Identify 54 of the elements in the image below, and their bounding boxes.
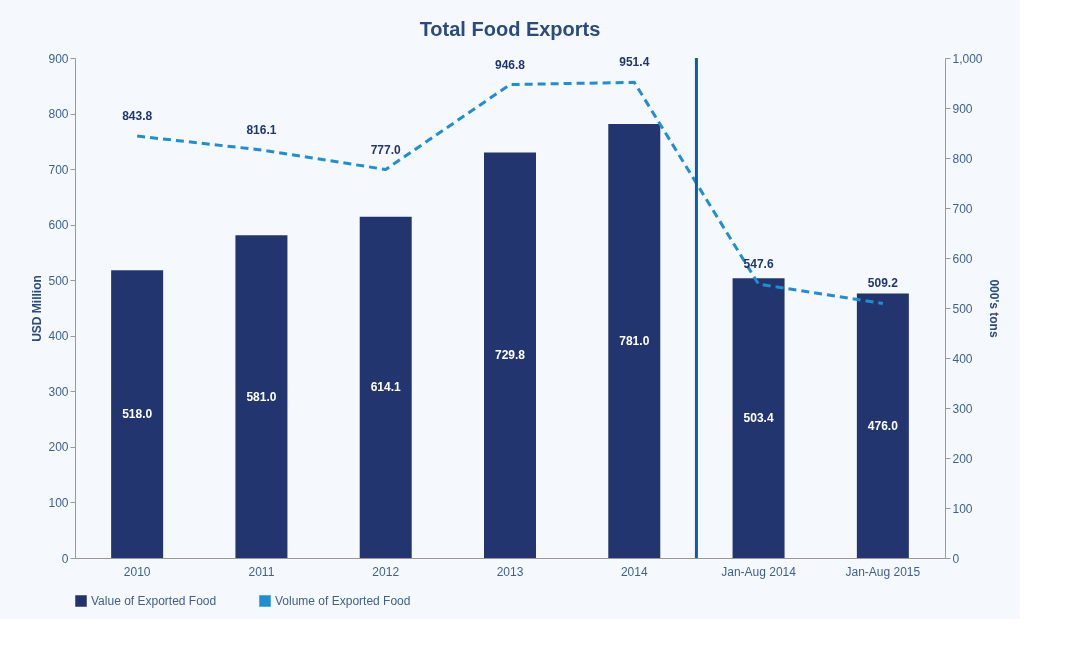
x-tick-label: Jan-Aug 2015 (845, 564, 921, 579)
data-label: 781.0 (619, 334, 650, 349)
data-label: 614.1 (370, 380, 402, 395)
y2-tick-label: 1,000 (952, 51, 983, 66)
bar (608, 124, 661, 558)
data-label: 843.8 (122, 109, 153, 124)
x-tick-label: 2012 (372, 564, 400, 579)
bar (856, 293, 909, 558)
y-tick-label: 200 (48, 440, 69, 455)
x-tick-label: 2014 (620, 564, 648, 579)
data-label: 946.8 (494, 57, 526, 72)
data-label: 816.1 (246, 122, 277, 137)
data-label: 581.0 (246, 389, 277, 404)
data-label: 777.0 (370, 142, 402, 157)
data-label: 509.2 (867, 276, 899, 291)
y-tick-label: 100 (48, 495, 69, 510)
y-tick-label: 700 (48, 162, 69, 177)
y2-tick-label: 200 (952, 451, 973, 466)
bar (111, 270, 164, 558)
y-tick-label: 900 (48, 51, 69, 66)
y-tick-label: 800 (48, 107, 69, 122)
y2-tick-label: 100 (952, 501, 973, 516)
y2-tick-label: 700 (952, 201, 973, 216)
x-tick-label: 2011 (248, 564, 275, 579)
bar (484, 152, 536, 558)
bar (732, 278, 785, 558)
y2-tick-label: 0 (952, 551, 960, 566)
legend-label: Volume of Exported Food (275, 594, 411, 608)
data-label: 503.4 (743, 411, 774, 426)
y-tick-label: 300 (48, 384, 69, 399)
y-axis-title: USD Million (30, 275, 45, 342)
x-tick-label: 2010 (123, 564, 151, 579)
bar (235, 235, 288, 558)
y2-tick-label: 500 (952, 301, 973, 316)
data-label: 476.0 (867, 418, 899, 433)
data-label: 547.6 (743, 257, 774, 272)
y-tick-label: 0 (61, 551, 69, 566)
y2-tick-label: 600 (952, 251, 973, 266)
bar (359, 216, 412, 558)
y2-tick-label: 800 (952, 151, 973, 166)
x-tick-label: Jan-Aug 2014 (721, 564, 797, 579)
y2-tick-label: 900 (952, 101, 973, 116)
y-tick-label: 500 (48, 273, 69, 288)
y2-tick-label: 300 (952, 401, 973, 416)
chart-title: Total Food Exports (419, 18, 601, 40)
data-label: 729.8 (494, 348, 526, 363)
y2-axis-title: 000's tons (986, 279, 1001, 338)
y2-tick-label: 400 (952, 351, 973, 366)
x-tick-label: 2013 (496, 564, 524, 579)
data-label: 951.4 (619, 55, 650, 70)
legend-label: Value of Exported Food (91, 594, 217, 608)
y-tick-label: 600 (48, 218, 69, 233)
y-tick-label: 400 (48, 329, 69, 344)
data-label: 518.0 (122, 407, 153, 422)
